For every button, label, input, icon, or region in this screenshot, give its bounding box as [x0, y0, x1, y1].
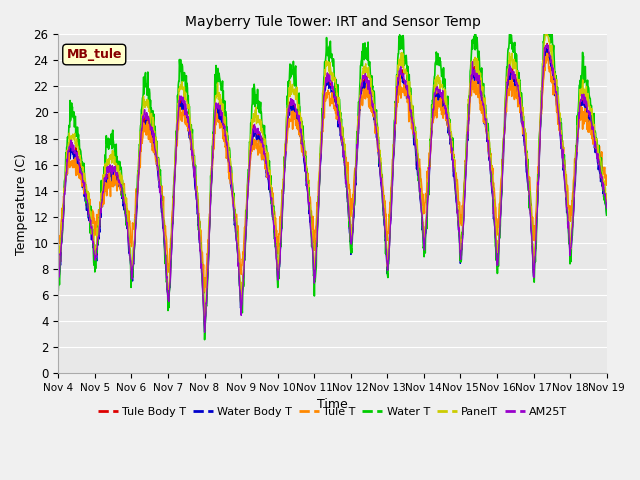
- Tule Body T: [201, 323, 209, 328]
- Tule T: [54, 234, 62, 240]
- AM25T: [54, 277, 62, 283]
- Tule Body T: [177, 100, 184, 106]
- Text: MB_tule: MB_tule: [67, 48, 122, 61]
- Water T: [472, 32, 479, 37]
- AM25T: [238, 301, 246, 307]
- PanelT: [163, 264, 171, 270]
- Tule T: [538, 103, 546, 108]
- Line: Tule T: Tule T: [58, 53, 607, 293]
- PanelT: [541, 32, 549, 37]
- Water T: [538, 78, 546, 84]
- Tule Body T: [163, 276, 171, 282]
- Tule T: [418, 185, 426, 191]
- Water Body T: [54, 282, 62, 288]
- Water T: [163, 274, 171, 279]
- AM25T: [163, 274, 171, 279]
- AM25T: [201, 329, 209, 335]
- Tule Body T: [490, 211, 497, 217]
- Line: Water Body T: Water Body T: [58, 48, 607, 332]
- Water T: [603, 212, 611, 218]
- PanelT: [238, 279, 246, 285]
- Tule T: [543, 50, 550, 56]
- Tule T: [177, 105, 184, 110]
- Tule Body T: [603, 207, 611, 213]
- Water Body T: [201, 329, 209, 335]
- PanelT: [177, 85, 184, 91]
- Water T: [201, 337, 209, 343]
- PanelT: [54, 266, 62, 272]
- Tule Body T: [238, 305, 246, 311]
- Line: Water T: Water T: [58, 35, 607, 340]
- Water Body T: [490, 216, 497, 222]
- Water Body T: [418, 213, 426, 219]
- AM25T: [538, 93, 546, 99]
- Water T: [177, 69, 184, 74]
- PanelT: [538, 89, 546, 95]
- Water Body T: [603, 212, 611, 218]
- Water T: [490, 196, 498, 202]
- Title: Mayberry Tule Tower: IRT and Sensor Temp: Mayberry Tule Tower: IRT and Sensor Temp: [184, 15, 481, 29]
- Water Body T: [238, 309, 246, 315]
- PanelT: [490, 196, 497, 202]
- PanelT: [418, 203, 426, 208]
- Tule T: [238, 263, 246, 268]
- Y-axis label: Temperature (C): Temperature (C): [15, 153, 28, 254]
- Legend: Tule Body T, Water Body T, Tule T, Water T, PanelT, AM25T: Tule Body T, Water Body T, Tule T, Water…: [93, 403, 572, 421]
- Tule T: [603, 173, 611, 179]
- Line: AM25T: AM25T: [58, 44, 607, 332]
- Water T: [238, 304, 246, 310]
- AM25T: [177, 97, 184, 103]
- Water T: [418, 211, 426, 216]
- Tule Body T: [418, 209, 426, 215]
- Tule T: [490, 180, 497, 186]
- AM25T: [418, 210, 426, 216]
- Water Body T: [177, 105, 184, 111]
- PanelT: [603, 199, 611, 204]
- Tule Body T: [54, 276, 62, 282]
- Line: Tule Body T: Tule Body T: [58, 44, 607, 325]
- Water Body T: [543, 46, 551, 51]
- Tule T: [200, 290, 208, 296]
- AM25T: [603, 205, 611, 211]
- PanelT: [201, 316, 209, 322]
- X-axis label: Time: Time: [317, 398, 348, 411]
- Tule T: [163, 246, 171, 252]
- Tule Body T: [538, 99, 546, 105]
- AM25T: [543, 41, 551, 47]
- Water Body T: [538, 105, 546, 111]
- Water Body T: [163, 281, 171, 287]
- AM25T: [490, 204, 497, 210]
- Line: PanelT: PanelT: [58, 35, 607, 319]
- Water T: [54, 287, 62, 293]
- Tule Body T: [543, 41, 551, 47]
